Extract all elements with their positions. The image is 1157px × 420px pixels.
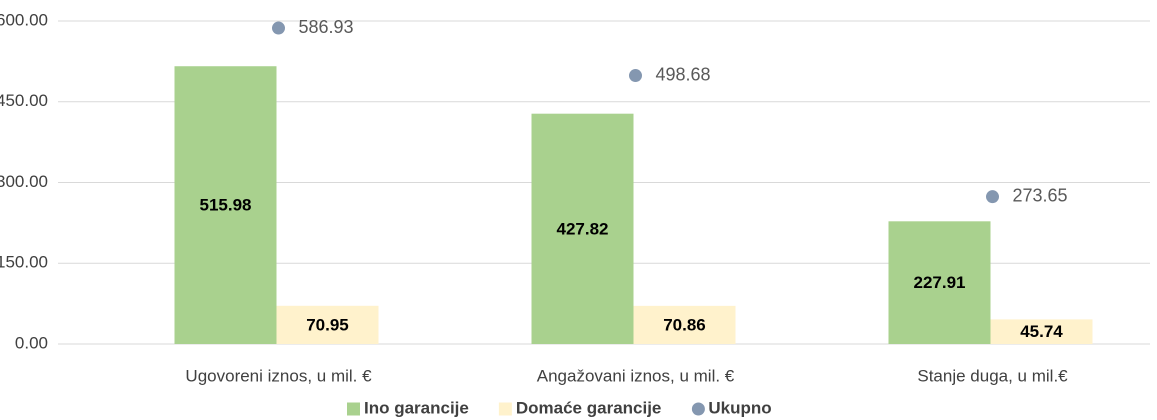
total-dot — [629, 69, 642, 83]
x-tick-label: Angažovani iznos, u mil. € — [537, 366, 735, 385]
data-label: 45.74 — [1020, 322, 1063, 341]
total-dot — [272, 21, 285, 35]
y-tick-label: 0.00 — [15, 333, 48, 352]
data-label: 427.82 — [557, 219, 609, 238]
y-tick-label: 300.00 — [0, 172, 48, 191]
legend-swatch — [691, 402, 705, 416]
data-label: 586.93 — [299, 17, 354, 37]
data-label: 498.68 — [656, 64, 711, 84]
x-tick-label: Stanje duga, u mil.€ — [917, 366, 1068, 385]
legend-swatch — [347, 402, 360, 416]
bar — [531, 113, 634, 344]
total-dot — [986, 190, 999, 204]
data-label: 515.98 — [200, 196, 252, 215]
legend-label: Domaće garancije — [516, 398, 662, 417]
bar — [633, 305, 736, 344]
bar — [276, 305, 379, 344]
y-tick-label: 450.00 — [0, 91, 48, 110]
legend-swatch — [498, 402, 512, 416]
y-tick-label: 600.00 — [0, 10, 48, 29]
data-label: 70.86 — [663, 315, 706, 334]
data-label: 273.65 — [1013, 185, 1068, 205]
bar — [990, 319, 1093, 344]
y-tick-label: 150.00 — [0, 253, 48, 272]
x-tick-label: Ugovoreni iznos, u mil. € — [185, 366, 372, 385]
bar — [888, 221, 991, 344]
data-label: 227.91 — [914, 273, 966, 292]
legend-label: Ino garancije — [364, 398, 469, 417]
data-label: 70.95 — [306, 315, 349, 334]
bar — [174, 66, 277, 344]
legend-label: Ukupno — [708, 398, 771, 417]
